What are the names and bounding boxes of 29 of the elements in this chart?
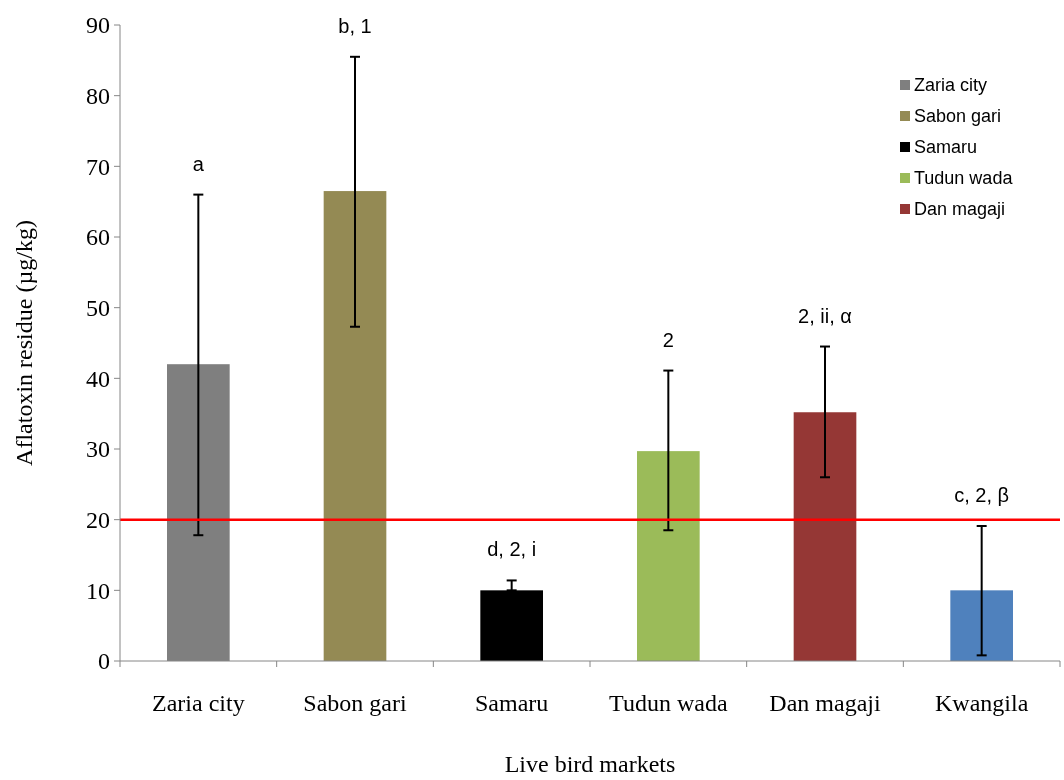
legend-label: Tudun wada <box>914 168 1014 189</box>
y-tick-label: 50 <box>86 295 110 322</box>
annotation: a <box>192 152 205 175</box>
legend-label: Samaru <box>914 137 978 158</box>
x-tick-label: Kwangila <box>935 690 1029 716</box>
x-tick-label: Tudun wada <box>609 690 728 716</box>
annotation: 2, ii, α <box>798 304 852 327</box>
x-tick-label: Sabon gari <box>303 690 407 716</box>
y-tick-label: 30 <box>86 436 110 463</box>
legend-label: Sabon gari <box>914 106 1002 127</box>
y-tick-label: 0 <box>98 648 110 675</box>
y-tick-label: 20 <box>86 507 110 534</box>
x-tick-label: Zaria city <box>152 690 245 716</box>
y-axis-title: Aflatoxin residue (µg/kg) <box>11 220 37 466</box>
y-tick-label: 90 <box>86 12 110 39</box>
x-tick-label: Dan magaji <box>769 690 881 716</box>
y-tick-label: 10 <box>86 577 110 604</box>
legend-label: Dan magaji <box>914 199 1006 220</box>
annotation: c, 2, β <box>954 484 1010 507</box>
x-tick-label: Samaru <box>475 690 549 716</box>
y-tick-label: 80 <box>86 83 110 110</box>
annotation: 2 <box>662 328 674 351</box>
y-tick-label: 60 <box>86 224 110 251</box>
annotation: d, 2, i <box>487 538 537 561</box>
y-tick-label: 40 <box>86 365 110 392</box>
y-tick-label: 70 <box>86 153 110 180</box>
x-axis-title: Live bird markets <box>504 751 676 777</box>
annotation: b, 1 <box>338 14 372 37</box>
legend-label: Zaria city <box>914 75 988 96</box>
